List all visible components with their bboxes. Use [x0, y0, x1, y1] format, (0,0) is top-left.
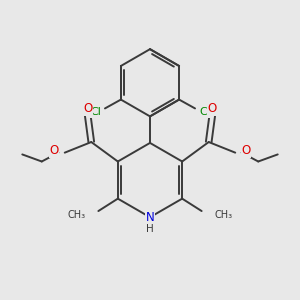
Text: Cl: Cl — [90, 107, 101, 117]
Text: O: O — [208, 102, 217, 115]
Text: N: N — [146, 211, 154, 224]
Text: CH₃: CH₃ — [214, 210, 232, 220]
Text: O: O — [83, 102, 92, 115]
Text: O: O — [242, 144, 251, 158]
Text: H: H — [146, 224, 154, 234]
Text: CH₃: CH₃ — [68, 210, 86, 220]
Text: O: O — [49, 144, 58, 158]
Text: Cl: Cl — [199, 107, 210, 117]
